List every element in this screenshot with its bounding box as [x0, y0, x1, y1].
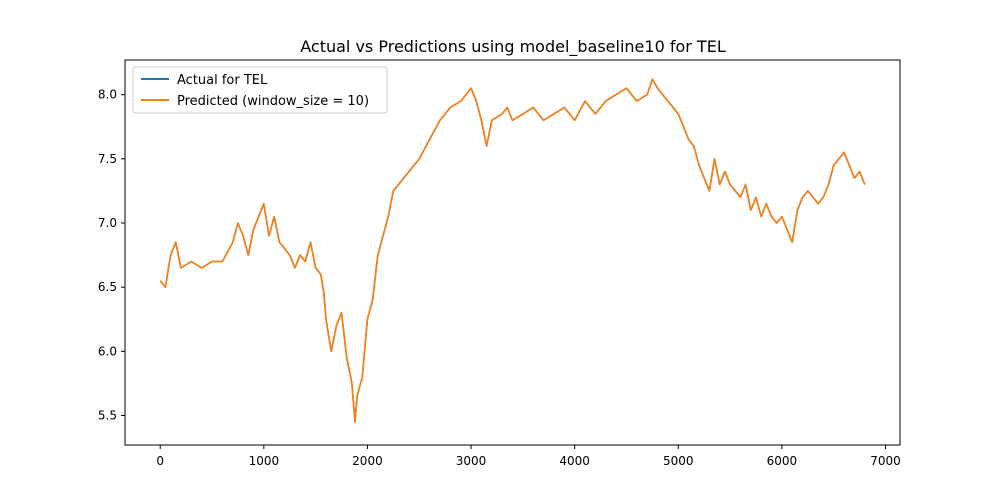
- y-tick-label: 7.0: [98, 216, 117, 230]
- x-tick-label: 2000: [352, 454, 383, 468]
- legend-label-predicted: Predicted (window_size = 10): [177, 94, 369, 109]
- chart-title: Actual vs Predictions using model_baseli…: [300, 37, 726, 57]
- x-tick-label: 6000: [767, 454, 798, 468]
- series-layer: [159, 78, 866, 423]
- plot-frame: [124, 59, 901, 446]
- y-tick-label: 7.5: [98, 152, 117, 166]
- x-tick-label: 0: [156, 454, 164, 468]
- y-tick-label: 6.5: [98, 280, 117, 294]
- y-axis: 5.5 6.0 6.5 7.0 7.5 8.0: [98, 88, 125, 422]
- x-tick-label: 7000: [870, 454, 901, 468]
- x-tick-label: 4000: [559, 454, 590, 468]
- series-line-predicted: [159, 78, 866, 423]
- y-tick-label: 8.0: [98, 88, 117, 102]
- x-tick-label: 1000: [249, 454, 280, 468]
- x-axis: 0 1000 2000 3000 4000 5000 6000 7000: [156, 445, 901, 468]
- y-tick-label: 6.0: [98, 344, 117, 358]
- legend: Actual for TEL Predicted (window_size = …: [132, 66, 388, 114]
- legend-box: [132, 66, 388, 114]
- x-tick-label: 5000: [663, 454, 694, 468]
- legend-label-actual: Actual for TEL: [177, 73, 268, 88]
- x-tick-label: 3000: [456, 454, 487, 468]
- y-tick-label: 5.5: [98, 408, 117, 422]
